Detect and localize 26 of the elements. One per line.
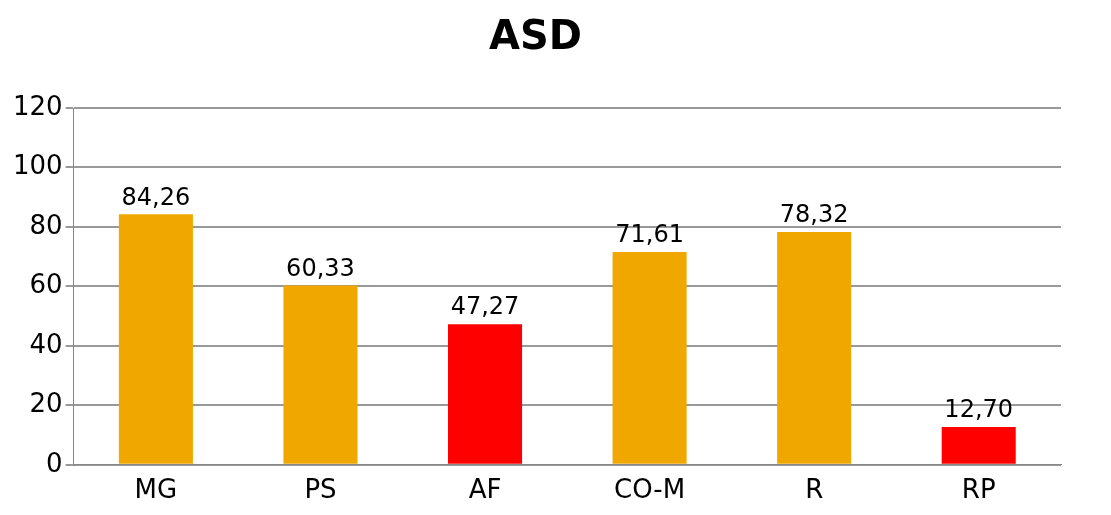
x-tick-label: RP (961, 474, 996, 505)
bar (612, 251, 687, 464)
bar (777, 231, 852, 464)
data-label: 78,32 (779, 200, 849, 229)
x-tick-label: R (805, 474, 824, 505)
y-tick-label: 120 (12, 90, 63, 121)
bar (941, 427, 1016, 464)
x-tick-label: AF (468, 474, 502, 505)
data-label: 84,26 (121, 182, 191, 211)
bar (283, 285, 358, 464)
data-label: 47,27 (450, 292, 520, 321)
x-tick-label: CO-M (614, 474, 686, 505)
x-tick-label: MG (134, 474, 178, 505)
bar (118, 214, 193, 464)
y-tick-label: 80 (29, 209, 63, 240)
data-label: 60,33 (286, 253, 355, 282)
data-label: 71,61 (615, 220, 684, 249)
data-label: 12,70 (944, 395, 1014, 424)
y-tick-label: 100 (12, 150, 63, 181)
y-tick-label: 60 (29, 269, 63, 300)
chart-title: ASD (489, 12, 582, 59)
y-tick-label: 0 (46, 447, 63, 478)
bar (448, 324, 523, 464)
x-tick-label: PS (304, 474, 337, 505)
y-tick-label: 20 (29, 388, 63, 419)
y-tick-label: 40 (29, 328, 63, 359)
